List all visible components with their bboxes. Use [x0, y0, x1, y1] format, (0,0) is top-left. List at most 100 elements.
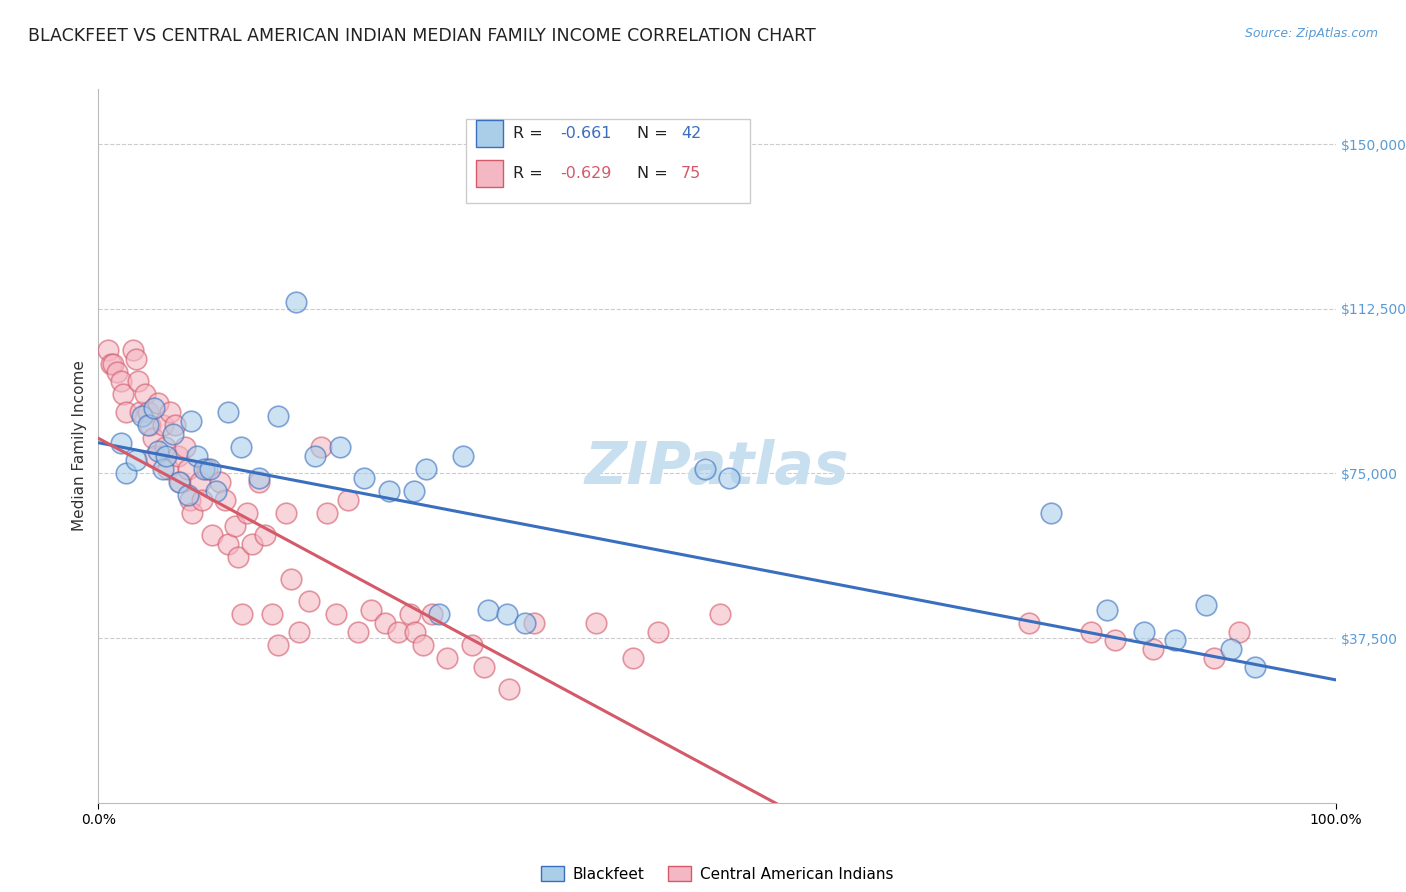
- Point: [718, 471, 741, 485]
- Point: [193, 462, 215, 476]
- Point: [176, 462, 198, 476]
- Point: [142, 431, 165, 445]
- Point: [105, 366, 128, 380]
- Point: [415, 462, 437, 476]
- Point: [495, 607, 517, 621]
- Point: [231, 607, 253, 621]
- Point: [143, 401, 166, 415]
- FancyBboxPatch shape: [475, 160, 503, 187]
- Point: [152, 462, 174, 476]
- Point: [474, 659, 496, 673]
- Point: [585, 615, 607, 630]
- Text: N =: N =: [637, 166, 672, 181]
- Point: [114, 405, 136, 419]
- Point: [110, 435, 132, 450]
- Point: [347, 624, 370, 639]
- Point: [156, 462, 179, 476]
- Point: [374, 615, 396, 630]
- Point: [191, 492, 214, 507]
- Point: [316, 506, 339, 520]
- Point: [103, 357, 125, 371]
- Point: [114, 467, 136, 481]
- Point: [280, 572, 302, 586]
- Point: [1204, 651, 1226, 665]
- Point: [167, 475, 190, 490]
- Point: [709, 607, 731, 621]
- Point: [523, 615, 546, 630]
- Text: -0.661: -0.661: [560, 126, 612, 141]
- Point: [387, 624, 409, 639]
- Point: [224, 519, 246, 533]
- Point: [127, 374, 149, 388]
- Point: [186, 449, 208, 463]
- Point: [162, 426, 184, 441]
- Point: [169, 475, 191, 490]
- Text: ZIPatlas: ZIPatlas: [585, 439, 849, 496]
- Point: [267, 638, 290, 652]
- Point: [378, 483, 401, 498]
- Point: [647, 624, 669, 639]
- Text: Source: ZipAtlas.com: Source: ZipAtlas.com: [1244, 27, 1378, 40]
- Text: 42: 42: [681, 126, 702, 141]
- Point: [1227, 624, 1250, 639]
- Point: [325, 607, 347, 621]
- Point: [134, 387, 156, 401]
- Point: [136, 405, 159, 419]
- Point: [404, 624, 426, 639]
- Point: [229, 440, 252, 454]
- Point: [180, 414, 202, 428]
- Text: 75: 75: [681, 166, 702, 181]
- Legend: Blackfeet, Central American Indians: Blackfeet, Central American Indians: [534, 860, 900, 888]
- Point: [422, 607, 444, 621]
- Point: [236, 506, 259, 520]
- Point: [143, 449, 166, 463]
- Point: [1080, 624, 1102, 639]
- Point: [181, 506, 204, 520]
- Point: [166, 449, 188, 463]
- Point: [254, 528, 277, 542]
- Point: [146, 444, 169, 458]
- Point: [304, 449, 326, 463]
- Point: [129, 405, 152, 419]
- Point: [188, 475, 211, 490]
- Point: [155, 449, 177, 463]
- Point: [399, 607, 422, 621]
- Point: [136, 418, 159, 433]
- Point: [217, 537, 239, 551]
- Point: [159, 405, 181, 419]
- Point: [165, 418, 187, 433]
- Point: [110, 374, 132, 388]
- Point: [205, 483, 228, 498]
- FancyBboxPatch shape: [475, 120, 503, 147]
- Point: [247, 471, 270, 485]
- Point: [1040, 506, 1063, 520]
- Point: [122, 343, 145, 358]
- Point: [174, 440, 197, 454]
- Point: [131, 409, 153, 424]
- Point: [412, 638, 434, 652]
- Text: R =: R =: [513, 166, 548, 181]
- Point: [217, 405, 239, 419]
- Point: [97, 343, 120, 358]
- Point: [124, 352, 146, 367]
- Point: [1164, 633, 1187, 648]
- Point: [195, 462, 218, 476]
- Point: [427, 607, 450, 621]
- Point: [288, 624, 311, 639]
- Point: [285, 295, 308, 310]
- Point: [353, 471, 375, 485]
- Point: [267, 409, 290, 424]
- Point: [240, 537, 263, 551]
- Point: [179, 492, 201, 507]
- Point: [198, 462, 221, 476]
- Point: [214, 492, 236, 507]
- Point: [1195, 598, 1218, 612]
- Text: BLACKFEET VS CENTRAL AMERICAN INDIAN MEDIAN FAMILY INCOME CORRELATION CHART: BLACKFEET VS CENTRAL AMERICAN INDIAN MED…: [28, 27, 815, 45]
- FancyBboxPatch shape: [465, 120, 751, 203]
- Point: [155, 440, 177, 454]
- Point: [298, 594, 321, 608]
- Point: [402, 483, 425, 498]
- Point: [146, 396, 169, 410]
- Point: [515, 615, 537, 630]
- Point: [693, 462, 716, 476]
